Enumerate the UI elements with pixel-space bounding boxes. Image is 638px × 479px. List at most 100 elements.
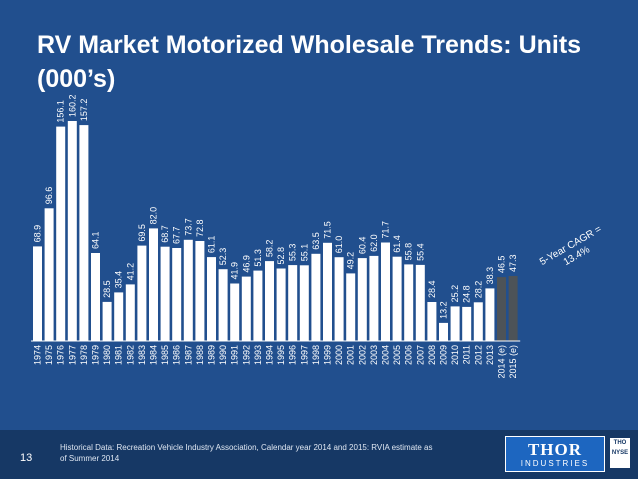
bar-1976 bbox=[56, 126, 66, 341]
page-number: 13 bbox=[20, 452, 33, 464]
bar-2002 bbox=[357, 258, 367, 341]
value-label: 46.5 bbox=[497, 256, 507, 274]
category-label: 1991 bbox=[230, 345, 240, 365]
bar-1990 bbox=[218, 269, 228, 341]
value-label: 69.5 bbox=[137, 224, 147, 242]
nyse-label: NYSE bbox=[611, 450, 629, 456]
category-label: 1978 bbox=[79, 345, 89, 365]
bar-2001 bbox=[346, 273, 356, 341]
category-label: 2008 bbox=[427, 345, 437, 365]
bar-1982 bbox=[125, 284, 135, 341]
bar-1984 bbox=[149, 228, 158, 341]
category-label: 1995 bbox=[276, 345, 286, 365]
category-label: 1986 bbox=[172, 345, 182, 365]
value-label: 82.0 bbox=[149, 207, 159, 225]
value-label: 157.2 bbox=[79, 99, 89, 122]
bar-1987 bbox=[183, 239, 193, 341]
cagr-annotation: 5-Year CAGR =13.4% bbox=[538, 224, 604, 268]
bar-1983 bbox=[137, 245, 147, 341]
value-label: 73.7 bbox=[183, 218, 193, 236]
value-label: 35.4 bbox=[114, 271, 124, 289]
bar-1975 bbox=[44, 208, 54, 341]
value-label: 58.2 bbox=[265, 240, 275, 258]
bar-1995 bbox=[276, 268, 286, 341]
category-label: 2011 bbox=[462, 345, 472, 364]
bar-1986 bbox=[172, 248, 182, 341]
category-label: 1981 bbox=[114, 345, 124, 365]
category-label: 2007 bbox=[415, 345, 425, 365]
category-label: 1992 bbox=[241, 345, 251, 365]
value-label: 61.4 bbox=[392, 235, 402, 253]
category-label: 1998 bbox=[311, 345, 321, 365]
value-label: 38.3 bbox=[485, 267, 495, 285]
category-label: 1989 bbox=[207, 345, 217, 365]
bar-1979 bbox=[91, 253, 100, 341]
bar-2006 bbox=[404, 264, 414, 341]
value-label: 49.2 bbox=[346, 252, 356, 270]
value-label: 28.2 bbox=[473, 281, 483, 299]
source-footnote: Historical Data: Recreation Vehicle Indu… bbox=[60, 443, 433, 463]
logo-subtitle: INDUSTRIES bbox=[520, 459, 590, 468]
nyse-badge: THO NYSE bbox=[610, 438, 630, 468]
category-label: 1983 bbox=[137, 345, 147, 365]
value-label: 60.4 bbox=[357, 237, 367, 255]
bar-1977 bbox=[67, 121, 77, 341]
category-label: 1974 bbox=[33, 345, 43, 365]
category-label: 1980 bbox=[102, 345, 112, 365]
category-label: 2009 bbox=[439, 345, 449, 365]
bar-1996 bbox=[288, 265, 298, 341]
category-label: 2005 bbox=[392, 345, 402, 365]
category-label: 1985 bbox=[160, 345, 170, 365]
value-label: 156.1 bbox=[56, 100, 66, 123]
bar-1993 bbox=[253, 270, 263, 341]
bar-2005 bbox=[392, 256, 402, 341]
bar-1985 bbox=[160, 246, 170, 341]
value-label: 63.5 bbox=[311, 232, 321, 250]
bar-2014e bbox=[497, 277, 506, 341]
category-label: 2002 bbox=[357, 345, 367, 365]
bar-1997 bbox=[299, 265, 309, 341]
value-label: 25.2 bbox=[450, 285, 460, 303]
category-label: 1990 bbox=[218, 345, 228, 365]
category-label: 2001 bbox=[346, 345, 356, 365]
value-label: 28.4 bbox=[427, 280, 437, 298]
chart-title: RV Market Motorized Wholesale Trends: Un… bbox=[37, 31, 582, 93]
bar-2004 bbox=[381, 242, 390, 341]
category-label: 2006 bbox=[404, 345, 414, 365]
thor-industries-logo: THOR INDUSTRIES bbox=[505, 436, 605, 472]
value-label: 47.3 bbox=[508, 254, 518, 272]
bar-1992 bbox=[241, 276, 251, 341]
value-label: 46.9 bbox=[241, 255, 251, 273]
bar-2013 bbox=[485, 288, 495, 341]
category-label: 1976 bbox=[56, 345, 66, 365]
category-label: 1979 bbox=[91, 345, 101, 365]
value-label: 13.2 bbox=[439, 301, 449, 319]
value-label: 71.7 bbox=[381, 221, 391, 239]
category-label: 1997 bbox=[299, 345, 309, 365]
bar-2012 bbox=[473, 302, 483, 341]
value-label: 55.8 bbox=[404, 243, 414, 261]
category-label: 1988 bbox=[195, 345, 205, 365]
bar-1989 bbox=[207, 257, 216, 341]
logo-wordmark: THOR bbox=[527, 440, 583, 459]
bar-chart: 68.9 1974 96.6 1975 156.1 1976 160.2 1977 157.2 1… bbox=[31, 94, 604, 379]
bar-2010 bbox=[450, 306, 460, 341]
category-label: 1975 bbox=[44, 345, 54, 365]
bar-2003 bbox=[369, 255, 379, 341]
value-label: 62.0 bbox=[369, 234, 379, 252]
category-label: 2003 bbox=[369, 345, 379, 365]
value-label: 72.8 bbox=[195, 219, 205, 237]
category-label: 2013 bbox=[485, 345, 495, 365]
value-label: 55.4 bbox=[415, 243, 425, 261]
bar-1974 bbox=[33, 246, 42, 341]
value-label: 55.1 bbox=[299, 244, 309, 262]
category-label: 1996 bbox=[288, 345, 298, 365]
category-label: 2004 bbox=[381, 345, 391, 365]
value-label: 52.3 bbox=[218, 248, 228, 266]
value-label: 41.9 bbox=[230, 262, 240, 280]
value-label: 55.3 bbox=[288, 244, 298, 262]
category-label: 1982 bbox=[125, 345, 135, 365]
bar-1991 bbox=[230, 283, 240, 341]
value-label: 96.6 bbox=[44, 187, 54, 205]
value-label: 61.0 bbox=[334, 236, 344, 254]
